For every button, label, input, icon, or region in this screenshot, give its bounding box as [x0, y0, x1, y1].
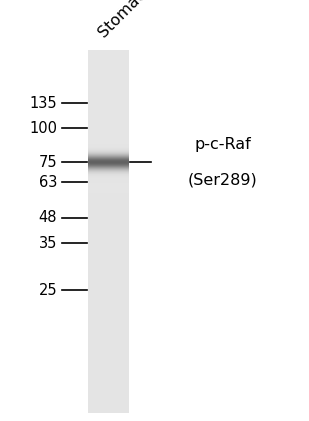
- Text: p-c-Raf: p-c-Raf: [194, 136, 251, 152]
- Text: Stomach: Stomach: [96, 0, 157, 40]
- Text: 63: 63: [39, 175, 57, 190]
- Text: 48: 48: [39, 210, 57, 225]
- Text: 35: 35: [39, 236, 57, 251]
- Text: 25: 25: [39, 283, 57, 298]
- Text: (Ser289): (Ser289): [188, 173, 257, 188]
- Text: 100: 100: [29, 121, 57, 136]
- Text: 135: 135: [30, 96, 57, 111]
- Text: 75: 75: [39, 155, 57, 170]
